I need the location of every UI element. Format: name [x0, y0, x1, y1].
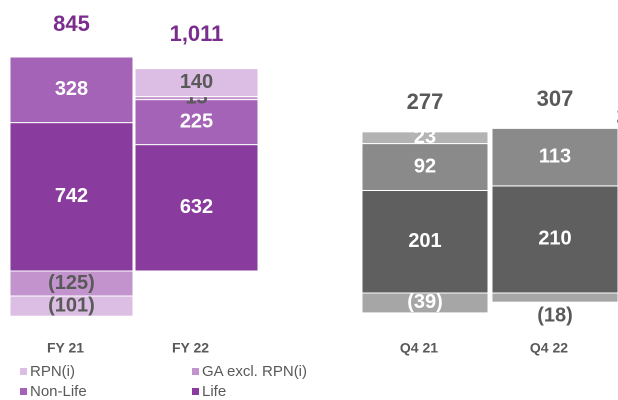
data-label: 23 — [414, 126, 436, 148]
total-label: 307 — [537, 86, 574, 111]
data-label: (101) — [48, 294, 95, 316]
data-label: 201 — [408, 230, 441, 252]
bar-segment — [134, 144, 259, 272]
bar-segment — [491, 185, 618, 294]
legend-swatch — [20, 388, 27, 395]
bar-segment — [491, 126, 618, 129]
data-label: (125) — [48, 272, 95, 294]
bar-segment — [134, 68, 259, 98]
bar-segment — [361, 131, 489, 145]
bar-segment — [134, 99, 259, 146]
legend-swatch — [20, 368, 27, 375]
legend-label: Non-Life — [30, 383, 87, 400]
legend-label: RPN(i) — [30, 363, 75, 380]
total-label: 845 — [53, 11, 90, 36]
data-label: 210 — [538, 228, 571, 250]
bar-segment — [361, 292, 489, 314]
legend-label: Life — [202, 383, 226, 400]
x-tick-label: Q4 21 — [400, 340, 438, 356]
data-label: 2 — [616, 106, 618, 128]
data-label: 92 — [414, 155, 436, 177]
bar-segment — [491, 127, 618, 187]
legend-label: GA excl. RPN(i) — [202, 363, 307, 380]
data-label: (39) — [407, 291, 443, 313]
bar-segment — [9, 122, 134, 272]
legend-swatch — [192, 388, 199, 395]
bar-segment — [361, 143, 489, 191]
data-label: 632 — [180, 196, 213, 218]
data-label: (18) — [537, 304, 573, 326]
total-label: 277 — [407, 89, 444, 114]
data-label: 225 — [180, 110, 213, 132]
data-label: 113 — [539, 145, 571, 167]
x-tick-label: FY 22 — [172, 340, 209, 356]
bar-segment — [491, 292, 618, 303]
data-label: 140 — [180, 71, 213, 93]
bar-segment — [9, 56, 134, 124]
legend-swatch — [192, 368, 199, 375]
data-label: 742 — [55, 185, 88, 207]
data-label: 328 — [55, 78, 88, 100]
total-label: 1,011 — [170, 21, 224, 46]
x-tick-label: FY 21 — [47, 340, 84, 356]
bar-segment — [9, 295, 134, 317]
x-tick-label: Q4 22 — [530, 340, 568, 356]
